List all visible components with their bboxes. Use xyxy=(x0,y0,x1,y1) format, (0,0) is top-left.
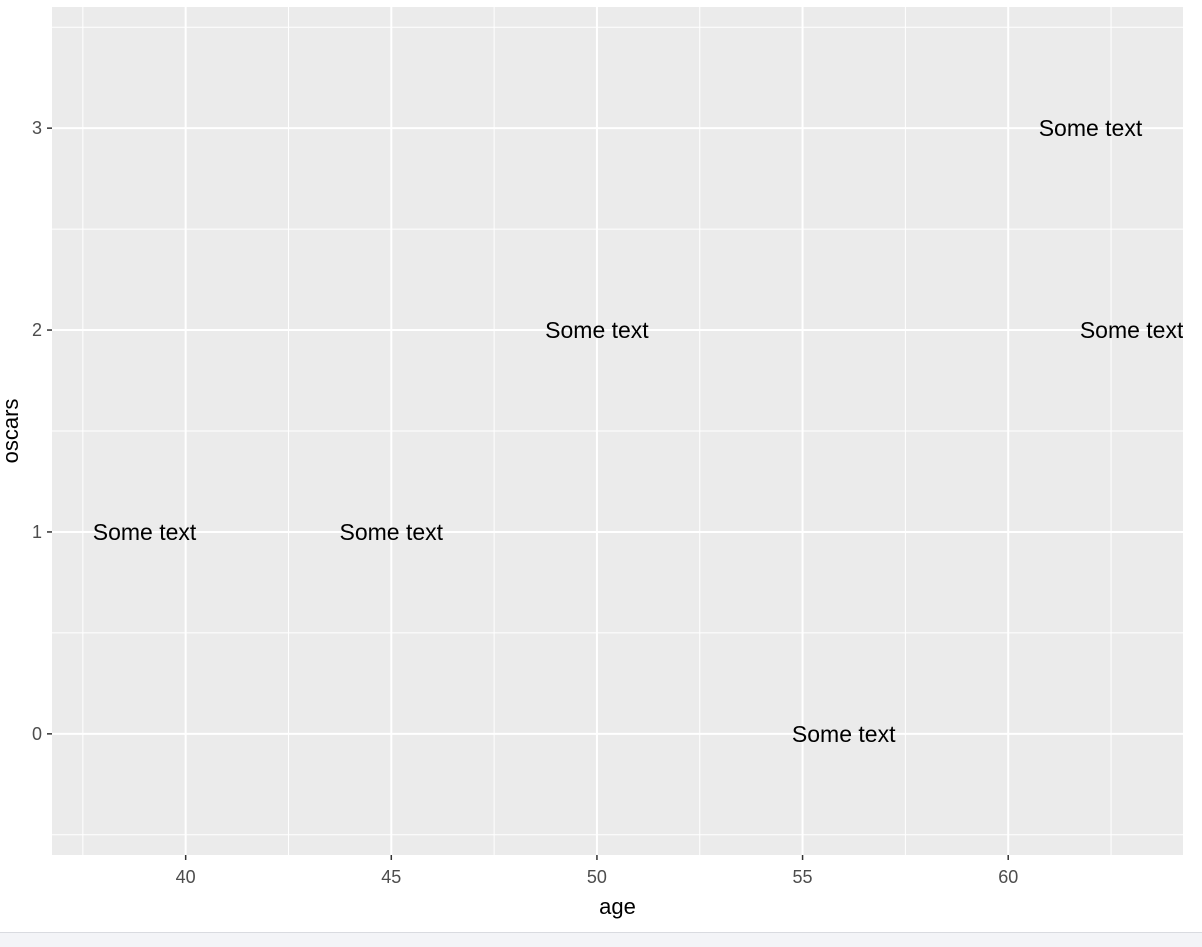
x-tick-label: 40 xyxy=(176,867,196,887)
y-tick-label: 3 xyxy=(32,118,42,138)
point-label: Some text xyxy=(545,317,649,343)
point-label: Some text xyxy=(340,519,444,545)
window-bottom-strip xyxy=(0,932,1202,947)
point-label: Some text xyxy=(1039,115,1143,141)
data-labels: Some text Some text Some text Some text Some… xyxy=(93,115,1184,747)
point-label: Some text xyxy=(1080,317,1184,343)
x-tick-label: 45 xyxy=(381,867,401,887)
grid-lines xyxy=(52,7,1183,855)
point-label: Some text xyxy=(792,721,896,747)
x-tick-label: 55 xyxy=(793,867,813,887)
x-axis-title: age xyxy=(599,894,636,919)
y-tick-label: 2 xyxy=(32,320,42,340)
x-tick-label: 60 xyxy=(998,867,1018,887)
x-tick-label: 50 xyxy=(587,867,607,887)
y-tick-label: 1 xyxy=(32,522,42,542)
y-axis-title: oscars xyxy=(0,399,23,464)
point-label: Some text xyxy=(93,519,197,545)
y-tick-label: 0 xyxy=(32,724,42,744)
axes: 40 45 50 55 60 0 1 2 3 xyxy=(32,118,1018,887)
